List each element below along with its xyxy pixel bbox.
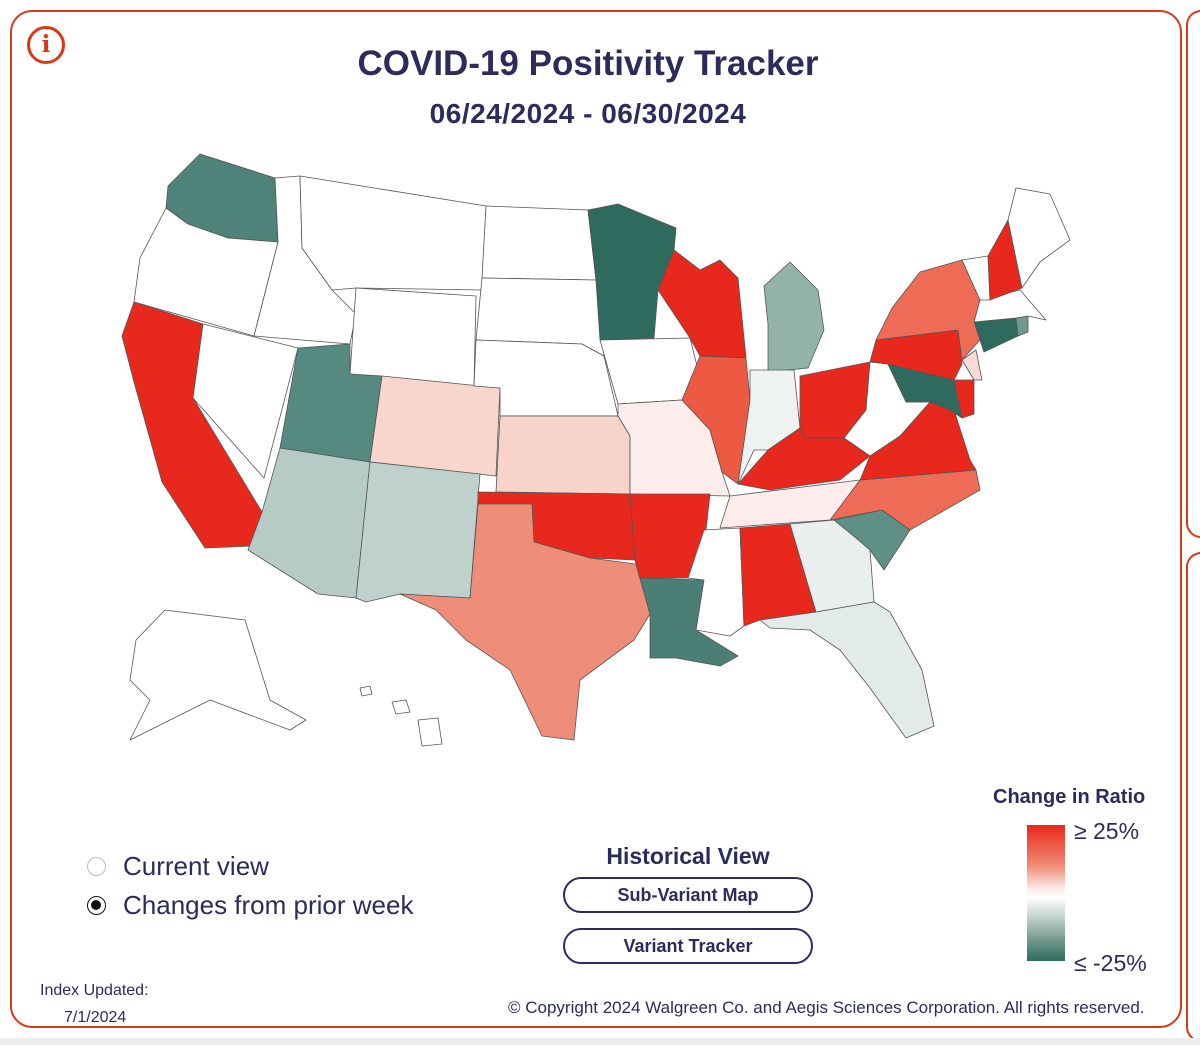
state-ri[interactable] — [1015, 315, 1029, 337]
radio-label: Current view — [123, 851, 269, 881]
legend-title: Change in Ratio — [993, 786, 1146, 808]
state-wy[interactable] — [349, 287, 477, 387]
state-nm[interactable] — [355, 461, 481, 603]
state-co[interactable] — [369, 375, 501, 477]
bottom-divider — [0, 1038, 1200, 1045]
copyright-notice: © Copyright 2024 Walgreen Co. and Aegis … — [508, 998, 1145, 1017]
page-title: COVID-19 Positivity Tracker — [357, 44, 819, 83]
legend-high-label: ≥ 25% — [1074, 818, 1140, 844]
variant-tracker-button[interactable]: Variant Tracker — [563, 928, 813, 964]
radio-changes-prior-week[interactable]: Changes from prior week — [87, 890, 413, 921]
state-me[interactable] — [1007, 187, 1070, 289]
state-mt[interactable] — [299, 175, 487, 291]
adjacent-panel-bottom — [1186, 552, 1200, 1042]
adjacent-panel-top — [1186, 10, 1200, 538]
historical-view-title: Historical View — [606, 843, 770, 869]
state-wi[interactable] — [657, 249, 747, 359]
state-mi[interactable] — [763, 261, 825, 373]
state-fl[interactable] — [759, 601, 935, 739]
state-ct[interactable] — [973, 317, 1019, 353]
index-updated-label: Index Updated: — [40, 982, 149, 999]
radio-button[interactable] — [87, 857, 106, 876]
info-icon[interactable]: i — [27, 26, 65, 64]
state-nj[interactable] — [961, 349, 983, 381]
radio-button[interactable] — [87, 896, 106, 915]
state-de[interactable] — [953, 379, 975, 419]
legend-low-label: ≤ -25% — [1074, 950, 1147, 976]
state-ar[interactable] — [629, 493, 711, 579]
state-ks[interactable] — [495, 415, 631, 495]
state-il[interactable] — [681, 355, 751, 485]
radio-current-view[interactable]: Current view — [87, 851, 269, 882]
state-hi[interactable] — [359, 685, 443, 747]
state-mn[interactable] — [587, 203, 677, 341]
state-in[interactable] — [737, 369, 801, 485]
state-ak[interactable] — [129, 609, 307, 741]
legend-color-scale — [1027, 825, 1065, 961]
radio-label: Changes from prior week — [123, 890, 414, 920]
us-positivity-map — [121, 153, 1070, 747]
state-nv[interactable] — [192, 323, 299, 479]
date-range: 06/24/2024 - 06/30/2024 — [429, 98, 747, 129]
index-updated-date: 7/1/2024 — [64, 1009, 127, 1026]
state-tx[interactable] — [399, 503, 651, 741]
state-nd[interactable] — [481, 205, 597, 281]
sub-variant-map-button[interactable]: Sub-Variant Map — [563, 877, 813, 913]
